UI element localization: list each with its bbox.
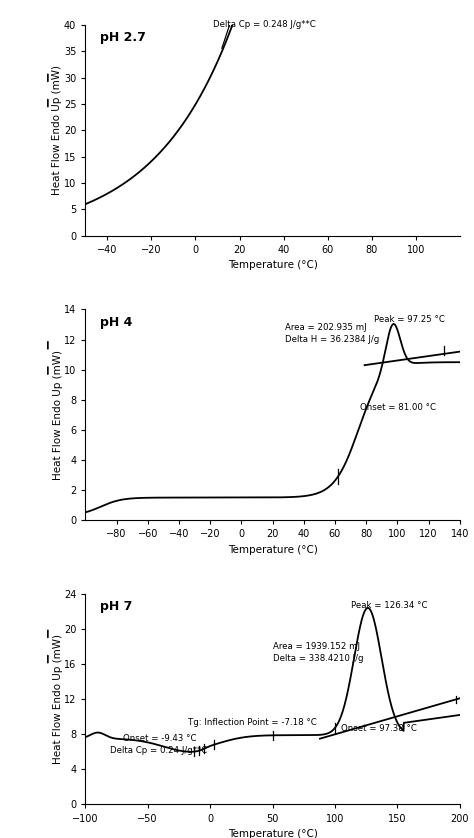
Text: Tg: Inflection Point = -7.18 °C: Tg: Inflection Point = -7.18 °C <box>188 718 317 727</box>
X-axis label: Temperature (°C): Temperature (°C) <box>228 545 318 555</box>
Text: Delta H = 36.2384 J/g: Delta H = 36.2384 J/g <box>285 335 379 344</box>
Text: Delta Cp = 0.24 J/g**C: Delta Cp = 0.24 J/g**C <box>110 746 208 755</box>
Text: pH 7: pH 7 <box>100 600 133 613</box>
Text: Area = 1939.152 mJ: Area = 1939.152 mJ <box>273 642 360 651</box>
X-axis label: Temperature (°C): Temperature (°C) <box>228 829 318 838</box>
Text: Delta = 338.4210 J/g: Delta = 338.4210 J/g <box>273 654 363 664</box>
Y-axis label: Heat Flow Endo Up (mW): Heat Flow Endo Up (mW) <box>53 634 63 764</box>
Text: Area = 202.935 mJ: Area = 202.935 mJ <box>285 323 367 332</box>
Text: pH 4: pH 4 <box>100 316 133 328</box>
Text: Peak = 97.25 °C: Peak = 97.25 °C <box>374 315 445 323</box>
X-axis label: Temperature (°C): Temperature (°C) <box>228 261 318 271</box>
Text: Onset = 81.00 °C: Onset = 81.00 °C <box>360 403 436 411</box>
Text: Onset = 97.38 °C: Onset = 97.38 °C <box>341 724 417 732</box>
Text: Peak = 126.34 °C: Peak = 126.34 °C <box>351 601 428 610</box>
Y-axis label: Heat Flow Endo Up (mW): Heat Flow Endo Up (mW) <box>53 65 63 195</box>
Text: Onset = -9.43 °C: Onset = -9.43 °C <box>123 734 196 743</box>
Y-axis label: Heat Flow Endo Up (mW): Heat Flow Endo Up (mW) <box>53 349 63 480</box>
Text: pH 2.7: pH 2.7 <box>100 32 146 44</box>
Text: Delta Cp = 0.248 J/g**C: Delta Cp = 0.248 J/g**C <box>213 20 316 28</box>
